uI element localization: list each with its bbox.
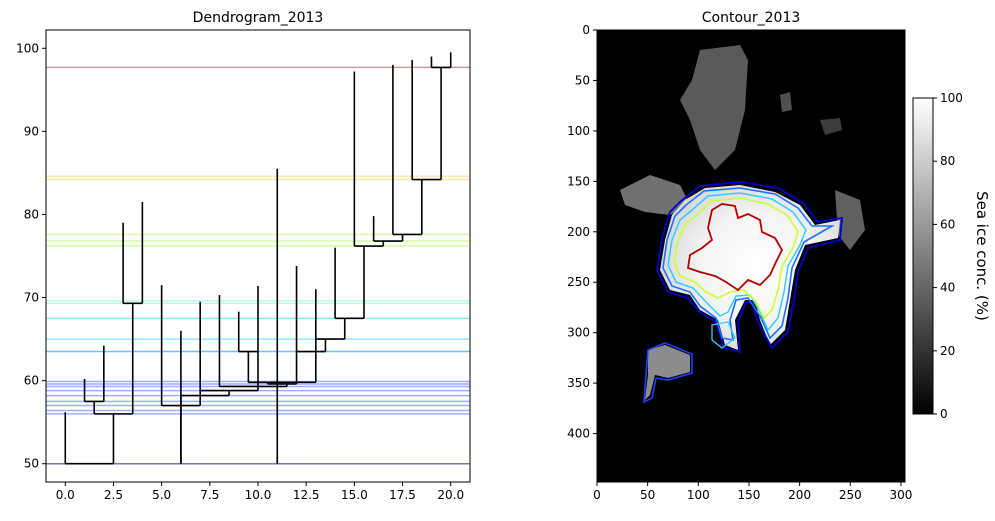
- contour-y-tick-label: 150: [567, 174, 590, 188]
- merge-link-10: [266, 382, 297, 385]
- contour-y-tick-label: 200: [567, 225, 590, 239]
- sea-ice-image: [597, 30, 905, 482]
- land-grey-left: [620, 175, 690, 215]
- dendrogram-links: [64, 52, 452, 465]
- colorbar: 0 20 40 60 80 100 Sea ice conc. (%): [912, 91, 991, 421]
- contour-y-tick-label: 400: [567, 427, 590, 441]
- colorbar-tick-label: 0: [940, 407, 948, 421]
- merge-link-16: [392, 179, 423, 236]
- merge-link-11: [296, 339, 327, 353]
- contour-y-tick-label: 250: [567, 275, 590, 289]
- contour-panel: Contour_2013 0 50 100 150 200 250 300 05010015…: [567, 10, 991, 502]
- contour-x-ticks: 0 50 100 150 200 250 300: [593, 482, 912, 502]
- contour-y-tick-label: 350: [567, 376, 590, 390]
- dendrogram-x-tick-label: 5.0: [152, 488, 171, 502]
- land-grey-small: [820, 118, 842, 135]
- dendrogram-title: Dendrogram_2013: [193, 10, 324, 26]
- dendrogram-y-tick-label: 50: [24, 457, 39, 471]
- colorbar-ticks: 0 20 40 60 80 100: [933, 91, 963, 421]
- contour-x-tick-label: 100: [687, 488, 710, 502]
- merge-link-12: [315, 318, 346, 340]
- dendrogram-y-tick-label: 90: [24, 124, 39, 138]
- dendrogram-y-ticks: 50 60 70 80 90 100: [16, 41, 46, 471]
- dendrogram-x-tick-label: 0.0: [56, 488, 75, 502]
- dendrogram-x-tick-label: 2.5: [104, 488, 123, 502]
- contour-mid-blue: [662, 187, 836, 341]
- contour-yellow-green: [673, 197, 799, 320]
- contour-x-tick-label: 200: [788, 488, 811, 502]
- merge-link-13: [335, 246, 365, 320]
- dendrogram-x-tick-label: 7.5: [200, 488, 219, 502]
- dendrogram-x-tick-label: 15.0: [341, 488, 368, 502]
- dendrogram-y-tick-label: 80: [24, 207, 39, 221]
- dendrogram-y-tick-label: 70: [24, 291, 39, 305]
- contour-title: Contour_2013: [702, 10, 801, 26]
- land-grey-north: [680, 45, 748, 170]
- merge-link-9: [247, 351, 316, 384]
- dendrogram-x-tick-label: 17.5: [389, 488, 416, 502]
- threshold-lines: [46, 66, 470, 465]
- merge-link-15: [373, 234, 404, 242]
- contour-y-ticks: 0 50 100 150 200 250 300 350 400: [567, 23, 597, 441]
- contour-x-tick-label: 150: [738, 488, 761, 502]
- merge-link-5: [180, 390, 230, 464]
- colorbar-tick-label: 100: [940, 91, 963, 105]
- contour-x-tick-label: 300: [889, 488, 912, 502]
- dendrogram-y-tick-label: 60: [24, 374, 39, 388]
- colorbar-tick-label: 40: [940, 281, 955, 295]
- contour-y-tick-label: 300: [567, 326, 590, 340]
- contour-x-tick-label: 250: [839, 488, 862, 502]
- land-grey-patch: [780, 92, 792, 112]
- land-grey-right: [835, 190, 865, 250]
- colorbar-tick-label: 60: [940, 217, 955, 231]
- merge-link-0: [65, 413, 115, 465]
- dendrogram-x-tick-label: 10.0: [245, 488, 272, 502]
- merge-link-17: [412, 67, 442, 181]
- colorbar-gradient: [912, 97, 934, 415]
- contour-patch-southwest: [643, 342, 693, 404]
- merge-link-2: [93, 303, 134, 415]
- dendrogram-y-tick-label: 100: [16, 41, 39, 55]
- contour-x-tick-label: 50: [640, 488, 655, 502]
- colorbar-tick-label: 20: [940, 344, 955, 358]
- contour-y-tick-label: 0: [582, 23, 590, 37]
- contour-axes-frame: [596, 29, 906, 483]
- dendrogram-x-tick-label: 12.5: [293, 488, 320, 502]
- contour-cyan: [667, 192, 807, 332]
- colorbar-tick-label: 80: [940, 154, 955, 168]
- dendrogram-x-tick-label: 20.0: [437, 488, 464, 502]
- ice-patch-southwest: [645, 345, 690, 400]
- dendrogram-panel: Dendrogram_2013 0.0 2.5 5.0 7.5 10.0 12.5 15.0…: [16, 10, 471, 502]
- contour-x-tick-label: 0: [593, 488, 601, 502]
- contour-y-tick-label: 50: [575, 73, 590, 87]
- colorbar-label: Sea ice conc. (%): [973, 191, 991, 321]
- contour-outer-blue: [656, 181, 844, 354]
- contour-patch-small: [711, 321, 736, 349]
- merge-link-14: [354, 241, 385, 247]
- contour-red-center: [686, 203, 784, 292]
- contour-y-tick-label: 100: [567, 124, 590, 138]
- dendrogram-x-ticks: 0.0 2.5 5.0 7.5 10.0 12.5 15.0 17.5 20.0: [56, 482, 464, 502]
